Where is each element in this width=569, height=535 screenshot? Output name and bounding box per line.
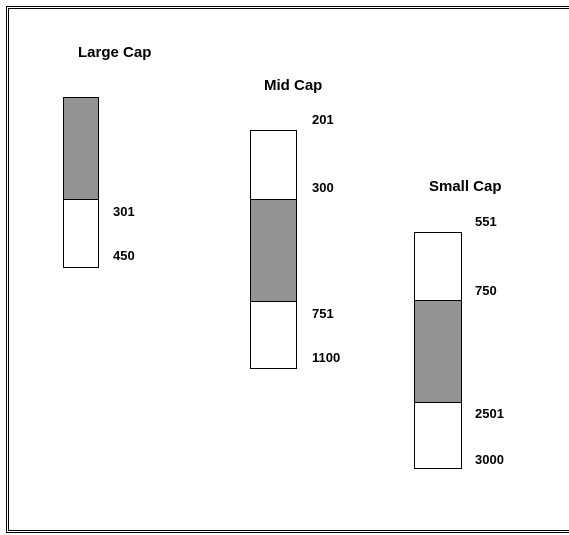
mid-cap-shaded-segment	[251, 200, 296, 302]
mid-cap-title: Mid Cap	[264, 77, 323, 94]
large-cap-label-301: 301	[113, 204, 135, 219]
large-cap-shaded-segment	[64, 98, 98, 200]
small-cap-title: Small Cap	[429, 178, 502, 195]
mid-cap-label-751: 751	[312, 306, 334, 321]
large-cap-label-450: 450	[113, 248, 135, 263]
small-cap-lower-segment	[415, 403, 461, 468]
mid-cap-label-1100: 1100	[312, 350, 341, 365]
large-cap-bar	[63, 97, 99, 268]
small-cap-shaded-segment	[415, 301, 461, 403]
mid-cap-bar	[250, 130, 297, 369]
small-cap-label-3000: 3000	[475, 452, 504, 467]
diagram-frame	[6, 6, 569, 533]
mid-cap-label-201: 201	[312, 112, 334, 127]
large-cap-title: Large Cap	[78, 44, 152, 61]
mid-cap-upper-segment	[251, 131, 296, 200]
small-cap-label-551: 551	[475, 214, 497, 229]
small-cap-label-2501: 2501	[475, 406, 504, 421]
small-cap-bar	[414, 232, 462, 469]
mid-cap-label-300: 300	[312, 180, 334, 195]
large-cap-lower-segment	[64, 200, 98, 267]
mid-cap-lower-segment	[251, 302, 296, 368]
small-cap-label-750: 750	[475, 283, 497, 298]
small-cap-upper-segment	[415, 233, 461, 301]
